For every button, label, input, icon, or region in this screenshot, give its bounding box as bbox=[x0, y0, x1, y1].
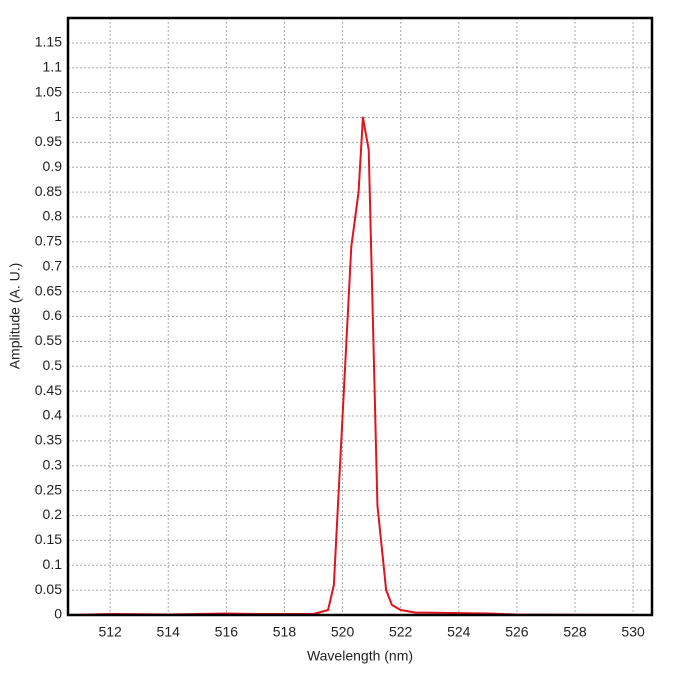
x-tick-label: 516 bbox=[215, 624, 239, 640]
x-tick-label: 530 bbox=[621, 624, 645, 640]
y-tick-label: 0.8 bbox=[43, 208, 63, 224]
data-line bbox=[69, 116, 651, 616]
y-tick-label: 0.6 bbox=[43, 307, 63, 323]
y-tick-label: 0.2 bbox=[43, 506, 63, 522]
y-tick-label: 0 bbox=[54, 606, 62, 622]
y-tick-label: 1 bbox=[54, 108, 62, 124]
x-tick-label: 526 bbox=[505, 624, 529, 640]
y-tick-label: 1.15 bbox=[35, 34, 62, 50]
y-tick-label: 0.75 bbox=[35, 233, 62, 249]
x-tick-label: 520 bbox=[331, 624, 355, 640]
x-tick-label: 522 bbox=[389, 624, 413, 640]
y-tick-label: 0.95 bbox=[35, 133, 62, 149]
x-tick-label: 528 bbox=[563, 624, 587, 640]
y-tick-label: 0.3 bbox=[43, 456, 63, 472]
y-tick-label: 0.35 bbox=[35, 432, 62, 448]
y-tick-label: 0.4 bbox=[43, 407, 63, 423]
y-axis-label: Amplitude (A. U.) bbox=[7, 263, 23, 370]
plot-frame bbox=[66, 16, 654, 617]
y-tick-label: 0.45 bbox=[35, 382, 62, 398]
y-tick-label: 0.05 bbox=[35, 581, 62, 597]
y-tick-label: 1.1 bbox=[43, 58, 63, 74]
y-tick-label: 0.9 bbox=[43, 158, 63, 174]
x-tick-label: 524 bbox=[447, 624, 471, 640]
y-tick-label: 0.65 bbox=[35, 282, 62, 298]
x-tick-label: 514 bbox=[157, 624, 181, 640]
y-tick-label: 0.1 bbox=[43, 556, 63, 572]
x-tick-label: 512 bbox=[98, 624, 122, 640]
y-tick-label: 0.55 bbox=[35, 332, 62, 348]
x-axis-label: Wavelength (nm) bbox=[307, 648, 413, 664]
y-tick-label: 0.15 bbox=[35, 531, 62, 547]
y-tick-label: 0.85 bbox=[35, 183, 62, 199]
y-tick-label: 0.7 bbox=[43, 257, 63, 273]
y-tick-label: 0.25 bbox=[35, 481, 62, 497]
y-tick-label: 0.5 bbox=[43, 357, 63, 373]
y-tick-label: 1.05 bbox=[35, 83, 62, 99]
x-tick-label: 518 bbox=[273, 624, 297, 640]
